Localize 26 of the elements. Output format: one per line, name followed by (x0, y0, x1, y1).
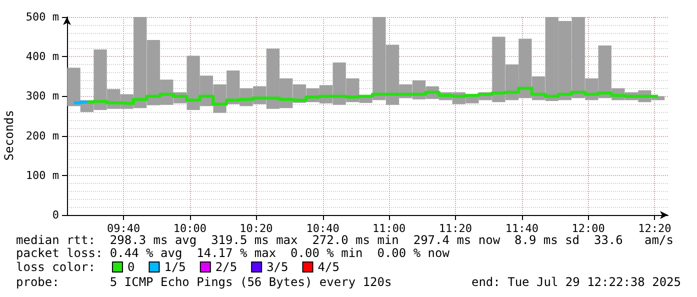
text: probe: 5 ICMP Echo Pings (56 Bytes) every 120s (16, 275, 392, 289)
text: end: Tue Jul 29 12:22:38 2025 (471, 275, 681, 289)
y-tick-label: 300 m (26, 90, 60, 103)
y-axis-title: Seconds (2, 110, 16, 161)
x-tick-label: 12:00 (572, 222, 605, 235)
legend-title: loss color: (16, 260, 96, 274)
legend-label: 3/5 (266, 260, 288, 274)
text: packet loss: 0.44 % avg 14.17 % max 0.00 % min 0.00 % now (16, 246, 450, 260)
x-tick-label: 11:40 (505, 222, 539, 235)
x-tick-label: 11:20 (438, 222, 472, 235)
y-tick-label: 200 m (26, 129, 60, 142)
x-tick-label: 10:40 (306, 222, 340, 235)
legend-label: 4/5 (318, 260, 340, 274)
text: median rtt: 298.3 ms avg 319.5 ms max 272.0 ms min 297.4 ms now 8.9 ms sd 33.6 am/s (16, 233, 674, 247)
legend-label: 0 (128, 260, 135, 274)
x-tick-label: 09:40 (107, 222, 140, 235)
x-tick-label: 11:00 (372, 222, 406, 235)
y-tick-label: 500 m (26, 10, 60, 24)
x-tick-label: 12:20 (638, 222, 672, 235)
x-tick-label: 10:00 (173, 222, 206, 235)
legend-label: 2/5 (215, 260, 238, 274)
y-tick-label: 400 m (26, 50, 60, 64)
legend-label: 1/5 (164, 260, 186, 274)
y-tick-label: 100 m (26, 168, 60, 182)
x-tick-label: 10:20 (240, 222, 273, 235)
y-tick-label: 0 (52, 208, 59, 222)
